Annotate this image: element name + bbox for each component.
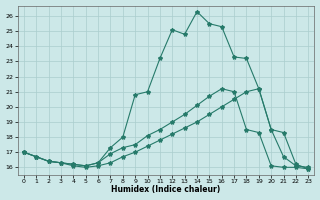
X-axis label: Humidex (Indice chaleur): Humidex (Indice chaleur) (111, 185, 221, 194)
